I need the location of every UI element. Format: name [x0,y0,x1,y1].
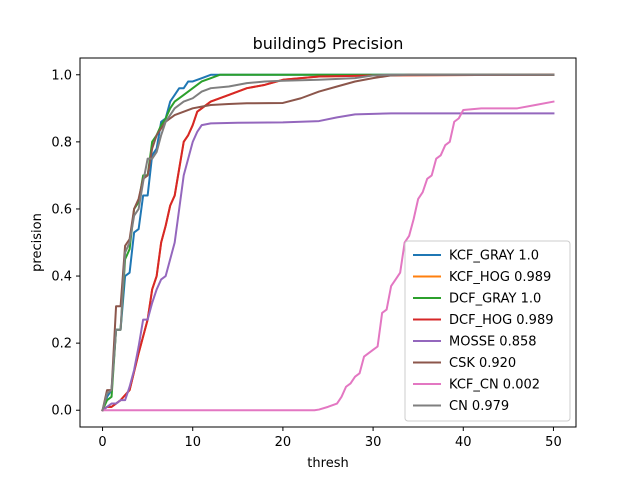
legend-label: CN 0.979 [449,399,509,414]
legend: KCF_GRAY 1.0 KCF_HOG 0.989 DCF_GRAY 1.0 DCF… [404,240,571,422]
series-line-kcf-cn [101,100,555,412]
x-tick-label: 50 [545,435,562,450]
x-axis-label: thresh [307,456,348,471]
x-tick-label: 40 [455,435,472,450]
legend-label: CSK 0.920 [449,356,516,371]
x-tick-label: 30 [365,435,382,450]
y-tick-label: 0.8 [51,135,72,150]
chart-title: building5 Precision [253,34,404,53]
series-line-csk [101,73,555,412]
y-tick-label: 0.6 [51,202,72,217]
x-axis-ticks: 0 10 20 30 40 50 [98,427,562,450]
legend-label: DCF_HOG 0.989 [449,313,554,328]
series-layer [101,73,555,412]
legend-label: KCF_CN 0.002 [449,378,540,393]
series-line-mosse [101,112,555,412]
x-tick-label: 10 [184,435,201,450]
legend-label: KCF_HOG 0.989 [449,270,551,285]
y-axis-ticks: 0.0 0.2 0.4 0.6 0.8 1.0 [51,68,80,419]
series-line-cn [101,73,555,412]
legend-label: MOSSE 0.858 [449,335,537,350]
legend-box [404,240,571,422]
y-tick-label: 0.0 [51,404,72,419]
legend-label: KCF_GRAY 1.0 [449,249,539,264]
y-tick-label: 1.0 [51,68,72,83]
plot-frame [79,57,577,428]
y-tick-label: 0.4 [51,270,72,285]
x-tick-label: 0 [98,435,106,450]
y-axis-label: precision [30,213,45,272]
y-tick-label: 0.2 [51,337,72,352]
x-tick-label: 20 [275,435,292,450]
legend-label: DCF_GRAY 1.0 [449,292,541,307]
